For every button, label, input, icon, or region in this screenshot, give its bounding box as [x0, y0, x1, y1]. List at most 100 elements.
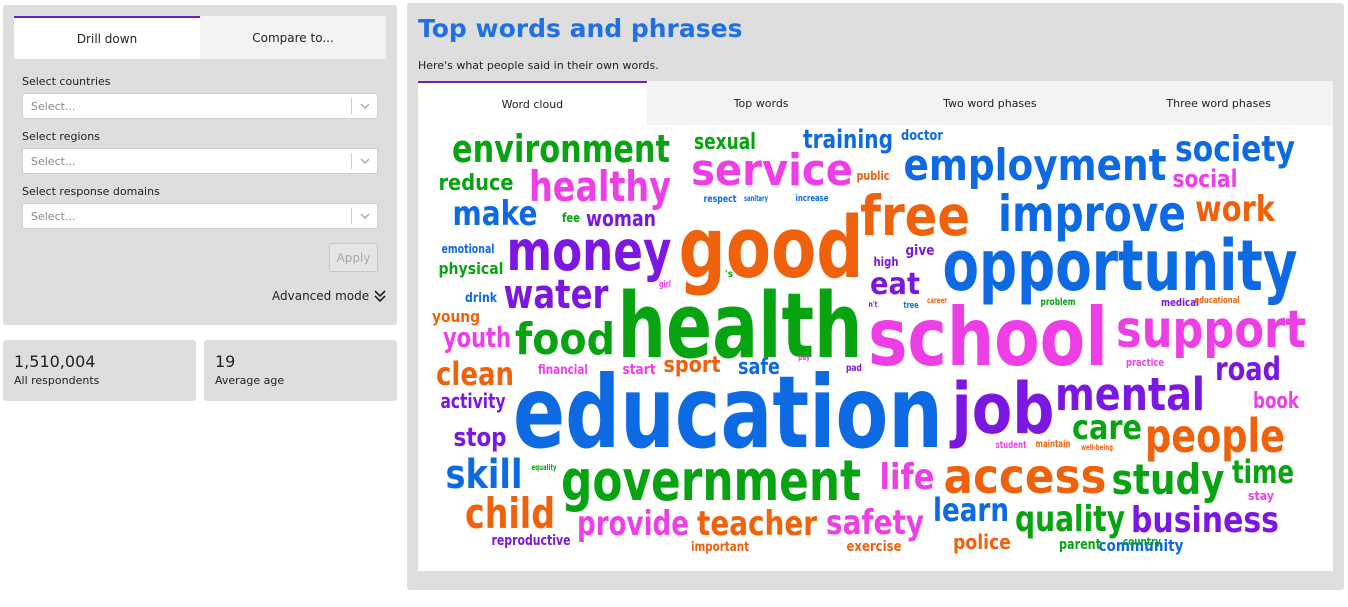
word-cloud-word[interactable]: educational	[1195, 296, 1240, 306]
word-cloud-word[interactable]: life	[880, 457, 935, 498]
word-cloud-word[interactable]: sanitary	[744, 194, 769, 203]
word-cloud-word[interactable]: police	[953, 530, 1011, 554]
word-cloud-word[interactable]: government	[561, 449, 861, 514]
word-cloud-word[interactable]: exercise	[847, 539, 902, 555]
word-cloud-word[interactable]: safety	[826, 503, 924, 543]
word-cloud-word[interactable]: make	[453, 194, 538, 234]
word-cloud-word[interactable]: provide	[577, 504, 689, 544]
word-cloud-word[interactable]: give	[906, 243, 935, 259]
word-cloud-word[interactable]: access	[944, 449, 1107, 505]
word-cloud-word[interactable]: stay	[1248, 489, 1274, 503]
tab-drill-down[interactable]: Drill down	[14, 16, 200, 59]
word-cloud-word[interactable]: pay	[798, 353, 811, 362]
tab-word-cloud[interactable]: Word cloud	[418, 81, 647, 125]
tab-two-word-phrases[interactable]: Two word phases	[943, 96, 1037, 110]
word-cloud-word[interactable]: environment	[452, 127, 670, 171]
word-cloud-word[interactable]: important	[691, 540, 749, 555]
word-cloud-word[interactable]: increase	[796, 194, 829, 204]
word-cloud-word[interactable]: drink	[465, 291, 497, 306]
word-cloud-word[interactable]: student	[996, 440, 1027, 451]
word-cloud-word[interactable]: skill	[446, 452, 523, 498]
word-cloud-word[interactable]: respect	[704, 194, 737, 205]
word-cloud-word[interactable]: society	[1175, 129, 1295, 170]
chevron-down-icon[interactable]	[352, 158, 377, 164]
word-cloud-word[interactable]: doctor	[901, 128, 943, 144]
word-cloud-word[interactable]: young	[432, 307, 480, 326]
word-cloud-word[interactable]: service	[691, 145, 853, 196]
word-cloud-word[interactable]: medical	[1161, 296, 1199, 309]
word-cloud-word[interactable]: work	[1195, 189, 1276, 230]
word-cloud-word[interactable]: book	[1253, 389, 1300, 414]
word-cloud-word[interactable]: money	[507, 219, 672, 283]
word-cloud-word[interactable]: woman	[586, 207, 656, 232]
word-cloud-word[interactable]: fee	[562, 211, 580, 225]
word-cloud-word[interactable]: maintain	[1036, 439, 1071, 450]
word-cloud-word[interactable]: financial	[538, 363, 588, 378]
word-cloud-word[interactable]: eat	[870, 267, 920, 302]
word-cloud-word[interactable]: care	[1072, 408, 1142, 448]
word-cloud-word[interactable]: time	[1232, 453, 1294, 491]
word-cloud-word[interactable]: reduce	[439, 171, 514, 196]
word-cloud-word[interactable]: clean	[436, 355, 514, 393]
tab-top-words[interactable]: Top words	[733, 96, 789, 110]
word-cloud-word[interactable]: water	[504, 272, 609, 318]
word-cloud-word[interactable]: support	[1116, 300, 1306, 360]
word-cloud-word[interactable]: stop	[454, 423, 507, 453]
word-cloud-word[interactable]: practice	[1126, 356, 1164, 369]
word-cloud-word[interactable]: youth	[443, 321, 511, 354]
word-cloud-word[interactable]: sport	[664, 353, 721, 378]
countries-select[interactable]: Select...	[22, 93, 378, 119]
word-cloud-word[interactable]: sexual	[694, 130, 756, 155]
chevron-down-icon[interactable]	[352, 103, 377, 109]
apply-button[interactable]: Apply	[329, 243, 378, 272]
word-cloud-word[interactable]: healthy	[529, 162, 671, 211]
chevron-down-icon[interactable]	[352, 213, 377, 219]
word-cloud-word[interactable]: tree	[904, 301, 919, 311]
word-cloud-word[interactable]: physical	[439, 259, 504, 278]
word-cloud-word[interactable]: people	[1145, 409, 1285, 463]
word-cloud-word[interactable]: employment	[904, 140, 1167, 191]
word-cloud-word[interactable]: 's	[725, 269, 733, 280]
word-cloud-word[interactable]: high	[874, 255, 899, 269]
word-cloud-word[interactable]: emotional	[442, 242, 495, 256]
word-cloud-word[interactable]: education	[513, 354, 943, 471]
word-cloud-word[interactable]: free	[860, 184, 970, 248]
word-cloud-word[interactable]: n't	[869, 300, 878, 309]
word-cloud-word[interactable]: learn	[933, 491, 1009, 529]
word-cloud-word[interactable]: food	[515, 314, 615, 365]
word-cloud-word[interactable]: problem	[1041, 297, 1076, 308]
word-cloud-word[interactable]: well-being	[1081, 443, 1113, 452]
word-cloud-word[interactable]: road	[1215, 350, 1281, 388]
word-cloud-word[interactable]: activity	[441, 389, 506, 413]
word-cloud-word[interactable]: public	[857, 169, 890, 183]
word-cloud-word[interactable]: social	[1173, 165, 1238, 193]
word-cloud-word[interactable]: career	[927, 296, 947, 305]
tab-compare-to[interactable]: Compare to...	[200, 16, 386, 59]
word-cloud-word[interactable]: business	[1131, 500, 1279, 541]
word-cloud-word[interactable]: pad	[846, 363, 862, 374]
word-cloud-word[interactable]: mental	[1055, 368, 1205, 421]
word-cloud-word[interactable]: health	[618, 274, 863, 379]
word-cloud-word[interactable]: community	[1099, 536, 1184, 555]
word-cloud-word[interactable]: safe	[738, 355, 780, 380]
word-cloud-word[interactable]: country	[1123, 535, 1161, 548]
word-cloud-word[interactable]: school	[868, 291, 1108, 384]
advanced-mode-toggle[interactable]: Advanced mode	[272, 289, 386, 303]
tab-three-word-phrases[interactable]: Three word phases	[1166, 96, 1271, 110]
word-cloud-word[interactable]: job	[949, 368, 1055, 450]
domains-select[interactable]: Select...	[22, 203, 378, 229]
word-cloud-word[interactable]: good	[679, 199, 864, 298]
word-cloud-word[interactable]: parent	[1059, 537, 1101, 553]
word-cloud-word[interactable]: training	[803, 125, 893, 155]
word-cloud-word[interactable]: quality	[1015, 499, 1125, 540]
regions-select[interactable]: Select...	[22, 148, 378, 174]
word-cloud-word[interactable]: teacher	[697, 504, 817, 544]
word-cloud-word[interactable]: equality	[532, 463, 558, 472]
word-cloud-word[interactable]: improve	[998, 185, 1186, 243]
word-cloud-word[interactable]: start	[623, 362, 656, 378]
word-cloud-word[interactable]: girl	[659, 280, 671, 290]
word-cloud-word[interactable]: child	[465, 489, 555, 538]
word-cloud-word[interactable]: study	[1112, 455, 1225, 504]
word-cloud-word[interactable]: reproductive	[492, 533, 571, 549]
word-cloud-word[interactable]: opportunity	[943, 225, 1298, 307]
